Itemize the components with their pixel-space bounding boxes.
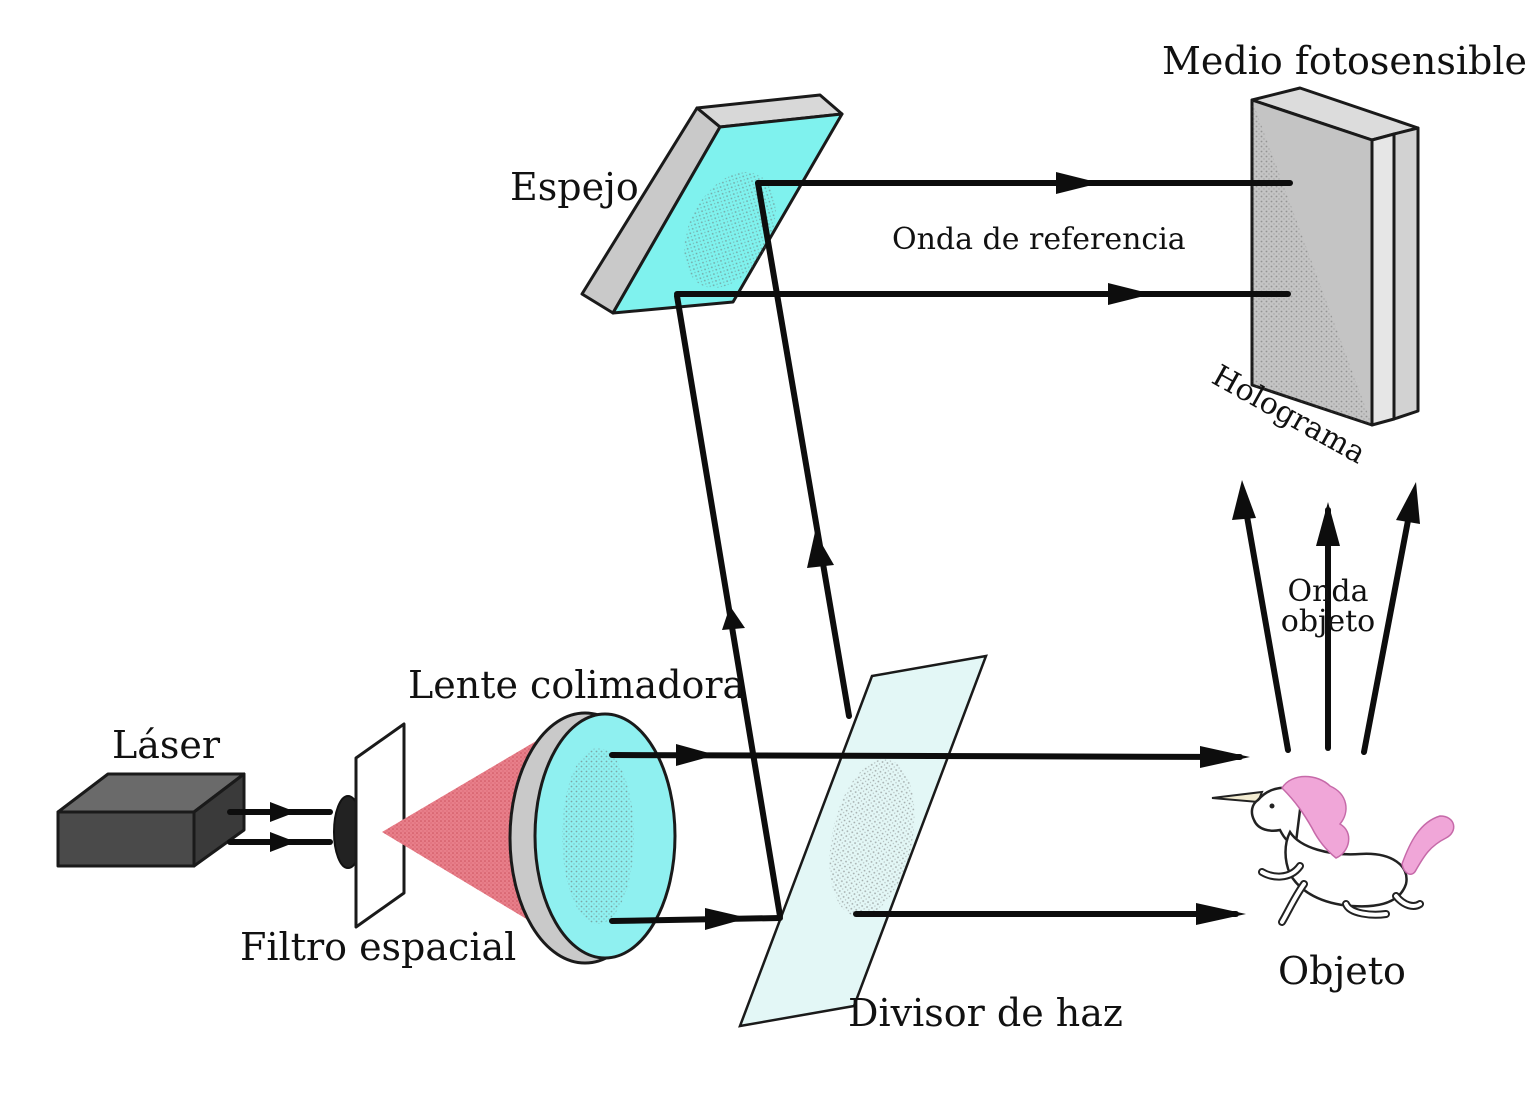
laser-side: [192, 772, 246, 868]
label-object: Objeto: [1278, 949, 1406, 993]
beam-splitter: [738, 654, 988, 1028]
spatial-filter-pinhole-plate: [354, 722, 406, 929]
laser-output-beams: [227, 802, 333, 852]
beams: [609, 172, 1420, 930]
laser: [56, 772, 246, 868]
label-reference-wave: Onda de referencia: [892, 222, 1186, 257]
unicorn-mane: [1281, 775, 1350, 859]
collimating-lens: [508, 711, 677, 965]
label-beam-splitter: Divisor de haz: [848, 991, 1123, 1035]
label-photosensitive-medium: Medio fotosensible: [1162, 39, 1527, 83]
medium-side-layer: [1370, 132, 1396, 427]
unicorn-object: [1211, 775, 1455, 926]
unicorn-tail: [1401, 815, 1455, 875]
label-collimating-lens: Lente colimadora: [408, 663, 745, 707]
label-object-wave-line2: objeto: [1281, 604, 1375, 639]
photosensitive-medium: [1250, 86, 1420, 427]
label-spatial-filter: Filtro espacial: [240, 925, 516, 969]
spatial-filter: [333, 722, 406, 929]
laser-front: [56, 810, 196, 868]
label-laser: Láser: [112, 723, 221, 767]
label-object-wave-line1: Onda: [1287, 574, 1368, 609]
unicorn-horn: [1211, 790, 1264, 804]
label-mirror: Espejo: [510, 165, 639, 209]
diverging-cone: [382, 734, 548, 932]
mirror: [580, 93, 844, 315]
